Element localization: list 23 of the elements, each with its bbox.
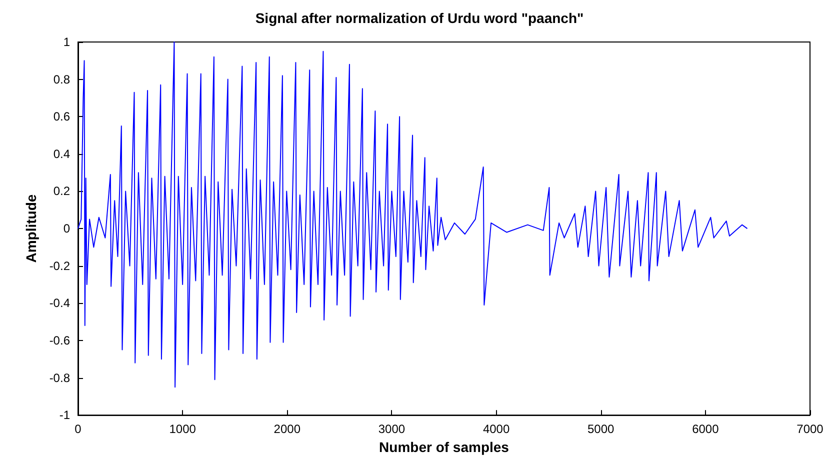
y-tick-label: -0.6 <box>49 333 70 348</box>
x-tick-label: 3000 <box>378 422 406 436</box>
chart-title: Signal after normalization of Urdu word "paanch" <box>255 10 584 26</box>
y-axis-title: Amplitude <box>23 194 39 263</box>
y-tick-label: 0 <box>63 222 70 236</box>
x-tick-label: 4000 <box>482 422 510 436</box>
x-tick-label: 5000 <box>588 422 615 436</box>
x-tick-label: 6000 <box>692 422 720 436</box>
y-tick-label: 1 <box>63 35 70 49</box>
x-tick-label: 7000 <box>796 422 824 436</box>
x-tick-label: 2000 <box>274 422 301 436</box>
y-tick-label: -0.2 <box>49 258 70 273</box>
y-tick-label: -1 <box>59 408 70 422</box>
y-tick-label: 0.2 <box>53 184 70 198</box>
y-tick-label: -0.8 <box>49 370 70 385</box>
line-series <box>78 42 748 388</box>
x-tick-label: 1000 <box>169 422 196 436</box>
y-tick-label: 0.6 <box>53 110 70 124</box>
x-axis-title: Number of samples <box>379 439 510 455</box>
x-tick-label: 0 <box>74 422 82 436</box>
y-tick-label: 0.4 <box>53 146 70 161</box>
y-tick-label: -0.4 <box>49 296 70 310</box>
y-tick-label: 0.8 <box>53 72 70 86</box>
